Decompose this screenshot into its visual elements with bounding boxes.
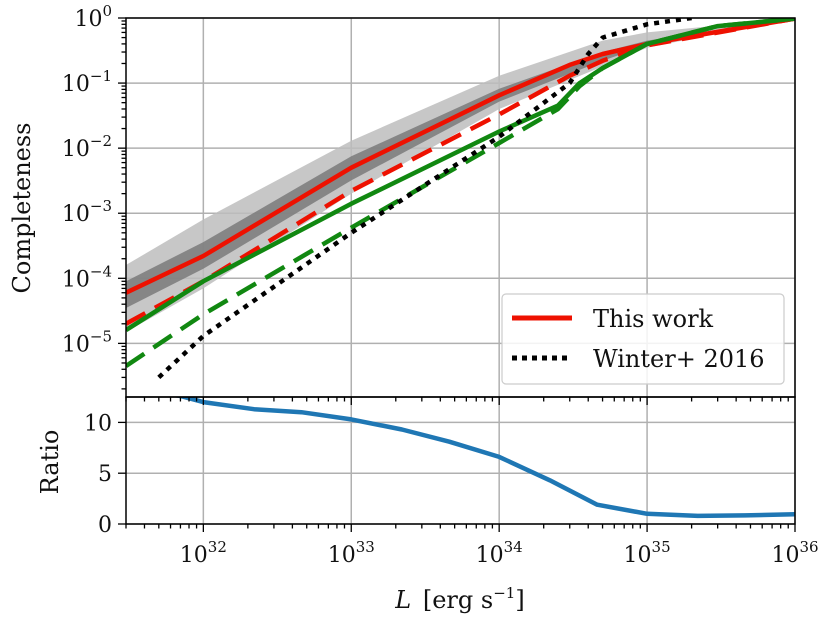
ratio-line xyxy=(172,397,795,519)
uncertainty-band-outer xyxy=(126,18,795,332)
y-tick-label: 10−3 xyxy=(62,197,112,227)
y-tick-label: 10−1 xyxy=(62,67,112,97)
bottom-y-tick-label: 5 xyxy=(98,462,112,487)
legend: This work Winter+ 2016 xyxy=(501,293,785,385)
legend-label-this-work: This work xyxy=(593,305,714,333)
x-tick-label: 1033 xyxy=(328,538,375,568)
x-axis-title: L [erg s−1] xyxy=(394,584,524,614)
top-panel-plot-area xyxy=(126,18,795,380)
series-line-green-dashed xyxy=(126,18,795,368)
y-tick-label: 100 xyxy=(74,2,112,32)
y-tick-label: 10−4 xyxy=(62,262,112,292)
x-tick-label: 1034 xyxy=(476,538,523,568)
legend-box xyxy=(501,293,785,385)
series-line-green-solid xyxy=(126,18,795,333)
series-line-winter-2016 xyxy=(157,18,692,380)
y-tick-label: 10−5 xyxy=(62,327,112,357)
top-panel-ticks: 100 10−1 10−2 10−3 10−4 10−5 xyxy=(62,2,789,405)
y-tick-label: 10−2 xyxy=(62,132,112,162)
x-tick-label: 1036 xyxy=(771,538,818,568)
bottom-y-axis-title: Ratio xyxy=(36,430,64,495)
bottom-y-tick-label: 0 xyxy=(98,513,112,538)
bottom-panel-grid xyxy=(126,397,796,525)
bottom-panel-plot-area xyxy=(172,397,795,519)
x-tick-label: 1032 xyxy=(180,538,227,568)
bottom-panel-frame xyxy=(125,396,796,525)
bottom-y-tick-label: 10 xyxy=(84,411,112,436)
x-tick-label: 1035 xyxy=(624,538,671,568)
legend-label-winter-2016: Winter+ 2016 xyxy=(593,345,765,373)
bottom-panel-ticks: 1032 1033 1034 1035 1036 0 5 10 xyxy=(84,411,819,568)
top-y-axis-title: Completeness xyxy=(8,123,36,294)
